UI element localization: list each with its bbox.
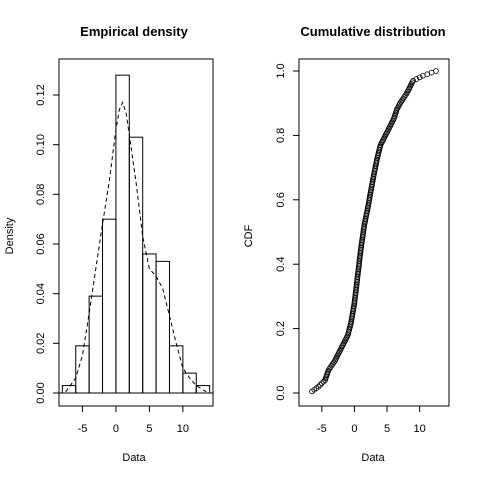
density-ytick-label: 0.10 <box>35 134 47 155</box>
density-ytick-label: 0.06 <box>35 233 47 254</box>
density-curve-group <box>65 101 207 393</box>
cdf-point <box>318 380 325 387</box>
density-title: Empirical density <box>80 24 188 39</box>
density-bars <box>58 74 214 394</box>
cdf-x-axis: -5 0 5 10 <box>317 405 426 435</box>
cdf-xtick-label: 10 <box>414 423 426 435</box>
cdf-ytick-label: 0.2 <box>275 321 287 336</box>
cdf-point <box>315 383 322 390</box>
cdf-y-axis: 0.0 0.2 0.4 0.6 0.8 1.0 <box>275 63 300 401</box>
density-panel: Empirical density Data Density 0.000.020… <box>4 24 214 464</box>
cdf-points <box>309 68 439 395</box>
cdf-xtick-label: 5 <box>384 423 390 435</box>
density-ytick-label: 0.12 <box>35 84 47 105</box>
cdf-xtick-label: 0 <box>351 423 357 435</box>
density-xlabel: Data <box>122 452 146 464</box>
cdf-point <box>410 77 416 84</box>
density-ytick-label: 0.04 <box>35 283 47 304</box>
cdf-point <box>317 382 324 388</box>
density-ytick-label: 0.02 <box>35 333 47 354</box>
density-xtick-label: -5 <box>78 423 88 435</box>
cdf-ylabel: CDF <box>243 224 255 247</box>
cdf-point <box>416 74 423 81</box>
cdf-ytick-label: 0.0 <box>275 385 287 400</box>
density-ytick-label: 0.00 <box>35 382 47 403</box>
cdf-panel: Cumulative distribution Data CDF 0.00.20… <box>243 24 450 464</box>
density-ytick-label: 0.08 <box>35 184 47 205</box>
density-xtick-label: 10 <box>177 423 189 435</box>
density-curve <box>65 101 207 393</box>
density-x-axis: -5 0 5 10 <box>78 405 189 435</box>
density-xtick-label: 5 <box>146 423 152 435</box>
density-xtick-label: 0 <box>113 423 119 435</box>
cdf-ytick-label: 0.4 <box>275 257 287 272</box>
cdf-ytick-label: 1.0 <box>275 63 287 78</box>
cdf-point <box>433 68 439 74</box>
density-ylabel: Density <box>4 217 16 254</box>
cdf-xlabel: Data <box>361 452 385 464</box>
cdf-ytick-label: 0.8 <box>275 128 287 143</box>
cdf-ytick-label: 0.6 <box>275 192 287 207</box>
cdf-title: Cumulative distribution <box>300 24 445 39</box>
density-y-axis: 0.00 0.02 0.04 0.06 0.08 0.10 0.12 <box>35 84 60 404</box>
cdf-xtick-label: -5 <box>317 423 327 435</box>
cdf-point <box>413 76 420 82</box>
